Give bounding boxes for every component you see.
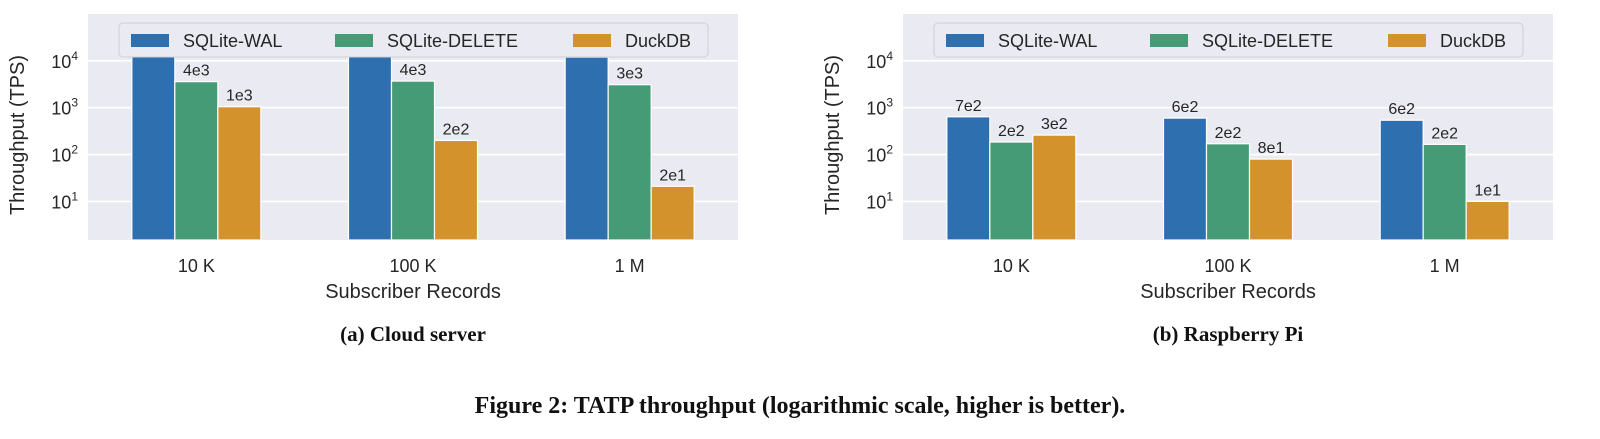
bar bbox=[174, 81, 219, 241]
bar bbox=[946, 116, 991, 241]
x-tick-label: 100 K bbox=[1204, 256, 1251, 276]
bar bbox=[390, 80, 436, 241]
x-tick-label: 1 M bbox=[615, 256, 645, 276]
bar bbox=[1162, 117, 1208, 241]
bar bbox=[564, 56, 609, 241]
y-tick-label: 101 bbox=[51, 189, 78, 212]
y-tick-label: 104 bbox=[866, 49, 893, 72]
y-tick-label: 103 bbox=[866, 96, 893, 119]
legend-swatch bbox=[335, 34, 373, 47]
bar bbox=[1032, 134, 1077, 241]
data-label: 6e2 bbox=[1388, 101, 1415, 118]
legend-label: SQLite-DELETE bbox=[1202, 31, 1333, 51]
y-axis-label: Throughput (TPS) bbox=[7, 55, 29, 215]
x-axis-label: Subscriber Records bbox=[1140, 281, 1316, 303]
legend-swatch bbox=[1388, 34, 1426, 47]
data-label: 2e2 bbox=[998, 123, 1025, 140]
bar bbox=[650, 185, 695, 241]
y-tick-label: 101 bbox=[866, 189, 893, 212]
y-tick-label: 102 bbox=[866, 143, 893, 166]
y-tick-label: 103 bbox=[51, 96, 78, 119]
data-label: 2e2 bbox=[443, 121, 470, 138]
bar bbox=[217, 106, 262, 241]
bar bbox=[433, 139, 479, 241]
legend: SQLite-WAL SQLite-DELETE DuckDB bbox=[933, 22, 1524, 58]
data-label: 1e1 bbox=[1474, 182, 1501, 199]
data-label: 2e2 bbox=[1431, 125, 1458, 142]
legend-frame bbox=[933, 22, 1524, 58]
data-label: 6e2 bbox=[1172, 99, 1199, 116]
legend-label: DuckDB bbox=[625, 31, 691, 51]
figure-caption: Figure 2: TATP throughput (logarithmic s… bbox=[474, 393, 1126, 419]
x-tick-label: 10 K bbox=[178, 256, 215, 276]
data-label: 4e3 bbox=[183, 63, 210, 80]
bar bbox=[131, 54, 176, 241]
bar bbox=[607, 84, 652, 241]
legend-label: SQLite-WAL bbox=[183, 31, 282, 51]
chart-panel-1: 1011021031041e44e31e310 K1e44e32e2100 K1… bbox=[7, 14, 738, 303]
subcaption-cloud-server: (a) Cloud server bbox=[340, 322, 486, 346]
subcaption-raspberry-pi: (b) Raspberry Pi bbox=[1152, 322, 1304, 346]
data-label: 2e1 bbox=[659, 167, 686, 184]
x-tick-label: 10 K bbox=[993, 256, 1030, 276]
legend-swatch bbox=[1150, 34, 1188, 47]
legend-swatch bbox=[573, 34, 611, 47]
bar bbox=[1379, 119, 1424, 241]
data-label: 1e3 bbox=[226, 88, 253, 105]
data-label: 4e3 bbox=[400, 62, 427, 79]
bar bbox=[1248, 158, 1294, 241]
data-label: 3e2 bbox=[1041, 116, 1068, 133]
y-tick-label: 102 bbox=[51, 143, 78, 166]
x-tick-label: 100 K bbox=[389, 256, 436, 276]
bar bbox=[347, 55, 393, 241]
data-label: 2e2 bbox=[1215, 125, 1242, 142]
bar bbox=[1422, 143, 1467, 241]
legend-swatch bbox=[131, 34, 169, 47]
x-tick-label: 1 M bbox=[1430, 256, 1460, 276]
legend-label: SQLite-DELETE bbox=[387, 31, 518, 51]
legend: SQLite-WAL SQLite-DELETE DuckDB bbox=[118, 22, 709, 58]
legend-label: DuckDB bbox=[1440, 31, 1506, 51]
y-axis-label: Throughput (TPS) bbox=[822, 55, 844, 215]
y-tick-label: 104 bbox=[51, 49, 78, 72]
bar bbox=[1465, 200, 1510, 241]
chart-panel-2: 101 102 103 104 7e2 2e2 3e2 10 K 6e2 2e2 8e1 100 K 6… bbox=[822, 14, 1553, 303]
legend-label: SQLite-WAL bbox=[998, 31, 1097, 51]
x-axis-label: Subscriber Records bbox=[325, 281, 501, 303]
data-label: 8e1 bbox=[1258, 140, 1285, 157]
legend-frame bbox=[118, 22, 709, 58]
legend-swatch bbox=[946, 34, 984, 47]
data-label: 7e2 bbox=[955, 98, 982, 115]
data-label: 3e3 bbox=[616, 66, 643, 83]
bar bbox=[1205, 143, 1251, 241]
bar bbox=[989, 141, 1034, 241]
